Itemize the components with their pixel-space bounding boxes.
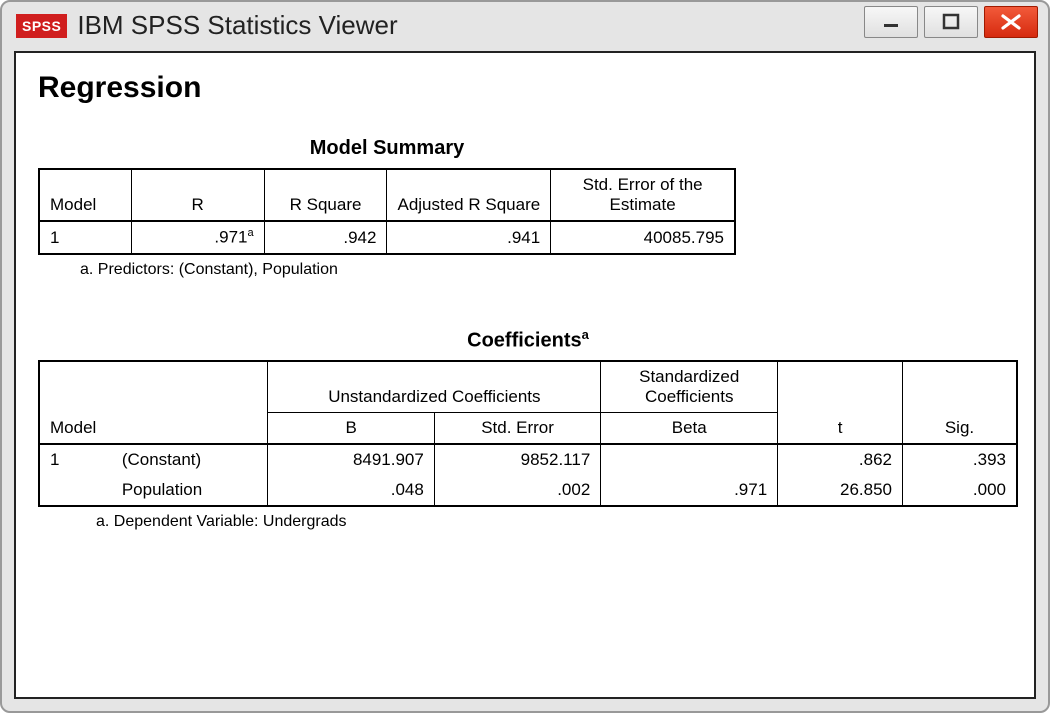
close-icon — [999, 12, 1023, 32]
cell-rsq: .942 — [264, 221, 387, 254]
cell-r-value: .971 — [214, 228, 247, 247]
spss-logo: SPSS — [16, 14, 67, 38]
table-header-row-1: Model Unstandardized Coefficients Standa… — [39, 361, 1017, 413]
cell-beta: .971 — [601, 475, 778, 506]
cell-t: 26.850 — [778, 475, 903, 506]
col-header-t: t — [778, 361, 903, 444]
app-window: SPSS IBM SPSS Statistics Viewer Regressi… — [0, 0, 1050, 713]
cell-model: 1 — [39, 221, 131, 254]
cell-r-sup: a — [248, 227, 254, 239]
minimize-icon — [881, 12, 901, 32]
table-row: 1 .971a .942 .941 40085.795 — [39, 221, 735, 254]
col-header-se: Std. Error — [434, 413, 600, 445]
col-header-sig: Sig. — [903, 361, 1018, 444]
cell-b: 8491.907 — [268, 444, 434, 475]
coefficients-title-sup: a — [582, 327, 589, 342]
cell-r: .971a — [131, 221, 264, 254]
col-header-r: R — [131, 169, 264, 221]
minimize-button[interactable] — [864, 6, 918, 38]
model-summary-table: Model R R Square Adjusted R Square Std. … — [38, 168, 736, 255]
col-group-unstd: Unstandardized Coefficients — [268, 361, 601, 413]
col-header-b: B — [268, 413, 434, 445]
cell-se: .002 — [434, 475, 600, 506]
cell-model: 1 — [39, 444, 112, 475]
table-header-row: Model R R Square Adjusted R Square Std. … — [39, 169, 735, 221]
col-header-model: Model — [39, 361, 268, 444]
cell-var: Population — [112, 475, 268, 506]
cell-std-error: 40085.795 — [551, 221, 735, 254]
cell-sig: .000 — [903, 475, 1018, 506]
maximize-icon — [941, 12, 961, 32]
cell-b: .048 — [268, 475, 434, 506]
cell-sig: .393 — [903, 444, 1018, 475]
model-summary-footnote: a. Predictors: (Constant), Population — [38, 261, 736, 279]
col-header-rsq: R Square — [264, 169, 387, 221]
coefficients-title-text: Coefficients — [467, 329, 581, 351]
table-row: 1 (Constant) 8491.907 9852.117 .862 .393 — [39, 444, 1017, 475]
col-header-adj-rsq: Adjusted R Square — [387, 169, 551, 221]
cell-beta — [601, 444, 778, 475]
col-group-std: Standardized Coefficients — [601, 361, 778, 413]
model-summary-title: Model Summary — [38, 137, 736, 160]
coefficients-footnote: a. Dependent Variable: Undergrads — [38, 513, 1018, 531]
col-header-std-error: Std. Error of the Estimate — [551, 169, 735, 221]
cell-adj-rsq: .941 — [387, 221, 551, 254]
table-row: Population .048 .002 .971 26.850 .000 — [39, 475, 1017, 506]
cell-var: (Constant) — [112, 444, 268, 475]
col-header-model: Model — [39, 169, 131, 221]
coefficients-table: Model Unstandardized Coefficients Standa… — [38, 360, 1018, 507]
model-summary-block: Model Summary Model R R Square Adjusted … — [38, 137, 736, 279]
coefficients-title: Coefficientsa — [38, 327, 1018, 353]
window-title: IBM SPSS Statistics Viewer — [77, 10, 397, 41]
cell-se: 9852.117 — [434, 444, 600, 475]
coefficients-block: Coefficientsa Model Unstandardized Coeff… — [38, 327, 1018, 532]
cell-model — [39, 475, 112, 506]
maximize-button[interactable] — [924, 6, 978, 38]
window-controls — [864, 6, 1038, 38]
cell-t: .862 — [778, 444, 903, 475]
col-header-beta: Beta — [601, 413, 778, 445]
titlebar: SPSS IBM SPSS Statistics Viewer — [2, 2, 1048, 49]
output-viewer-panel: Regression Model Summary Model R R Squar… — [14, 51, 1036, 699]
procedure-heading: Regression — [38, 71, 1012, 105]
close-button[interactable] — [984, 6, 1038, 38]
